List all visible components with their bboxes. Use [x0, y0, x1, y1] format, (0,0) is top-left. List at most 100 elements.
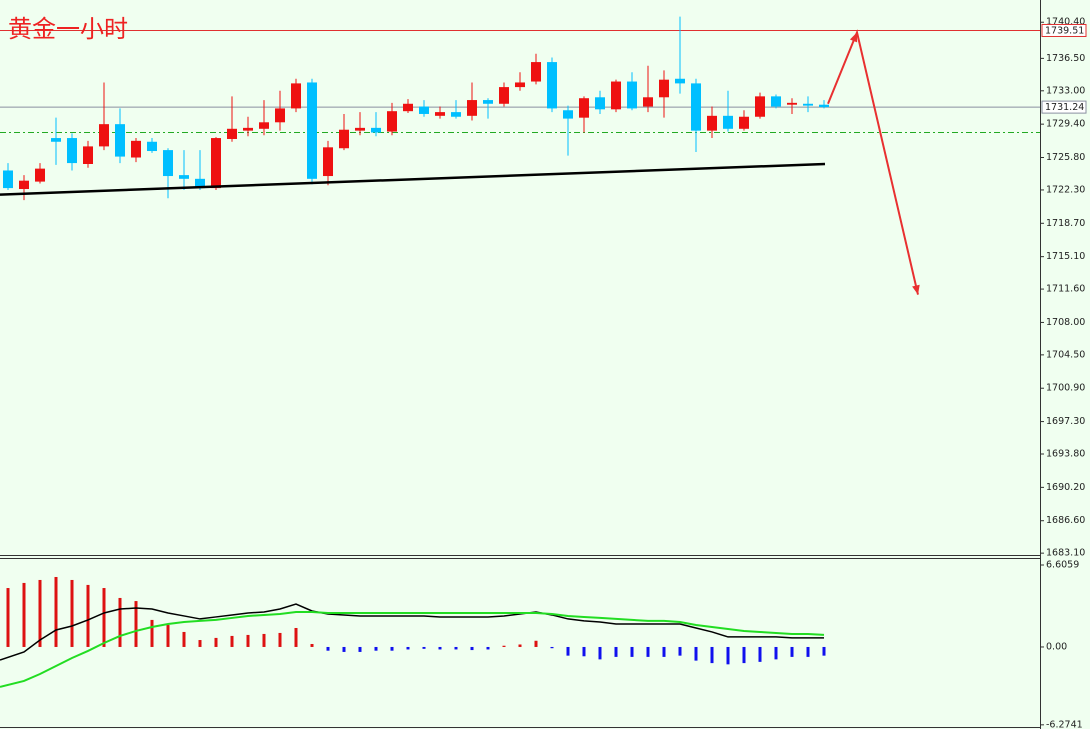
candle-body [291, 83, 301, 109]
y-tick-label: 1722.30 [1046, 184, 1085, 195]
histogram-bar [246, 634, 250, 647]
histogram-bar [326, 646, 330, 651]
candle-body [51, 138, 61, 142]
candle-body [307, 82, 317, 179]
y-tick-label: 1708.00 [1046, 317, 1085, 328]
histogram-bar [166, 625, 170, 647]
histogram-bar [582, 646, 586, 657]
histogram-bar [790, 646, 794, 657]
candle-body [371, 127, 381, 133]
histogram-bar [374, 646, 378, 651]
chart-title: 黄金一小时 [8, 15, 128, 43]
price-label: 1739.51 [1045, 25, 1084, 36]
candle-body [723, 115, 733, 129]
histogram-bar [774, 646, 778, 660]
macd-line [0, 610, 825, 688]
candle-body [419, 106, 429, 114]
histogram-bar [534, 640, 538, 647]
y-tick-label: 0.00 [1046, 641, 1067, 652]
candle-body [515, 82, 525, 88]
histogram-bar [406, 646, 410, 650]
histogram-bar [102, 588, 106, 647]
histogram-bar [38, 579, 42, 647]
candle-body [403, 103, 413, 112]
candle-body [211, 138, 221, 189]
candle-body [739, 116, 749, 129]
y-tick-label: 1729.40 [1046, 119, 1085, 130]
histogram-bar [86, 584, 90, 647]
candle-body [547, 62, 557, 109]
candle-body [179, 175, 189, 179]
y-tick-label: 1740.40 [1046, 17, 1085, 28]
candle-body [819, 104, 829, 108]
histogram-bar [806, 646, 810, 657]
histogram-bar [662, 646, 666, 657]
histogram-bar [230, 635, 234, 647]
y-tick-label: 1693.80 [1046, 449, 1085, 460]
histogram-bar [198, 640, 202, 647]
candle-body [595, 97, 605, 110]
y-tick-label: 1704.50 [1046, 349, 1085, 360]
candle-body [675, 78, 685, 84]
histogram-bar [118, 597, 122, 647]
histogram-bar [134, 601, 138, 647]
y-tick-label: 1715.10 [1046, 251, 1085, 262]
candle-body [483, 100, 493, 104]
histogram-bar [470, 646, 474, 651]
candle-body [355, 127, 365, 131]
y-tick-label: 1697.30 [1046, 416, 1085, 427]
histogram-bar [390, 646, 394, 651]
histogram-bar [342, 646, 346, 652]
histogram-bar [278, 632, 282, 647]
candle-body [771, 96, 781, 107]
candle-body [451, 112, 461, 117]
candle-body [83, 146, 93, 164]
histogram-bar [294, 627, 298, 647]
y-tick-label: 1686.60 [1046, 515, 1085, 526]
candle-body [227, 128, 237, 139]
price-label: 1731.24 [1045, 102, 1084, 113]
histogram-bar [822, 646, 826, 656]
candle-body [627, 81, 637, 109]
candle-body [115, 124, 125, 157]
histogram-bar [598, 646, 602, 660]
arrow-head [912, 284, 920, 295]
histogram-bar [742, 646, 746, 664]
macd-panel: 6.6059 0.00 -6.2741 [0, 559, 1083, 729]
histogram-bar [6, 588, 10, 647]
candle-body [163, 150, 173, 177]
histogram-bar [486, 646, 490, 650]
y-tick-label: 1700.90 [1046, 383, 1085, 394]
candle-body [387, 111, 397, 132]
y-tick-label: 1725.80 [1046, 152, 1085, 163]
histogram-bar [454, 646, 458, 650]
histogram-bar [310, 643, 314, 647]
candle-body [659, 79, 669, 98]
histogram-bar [694, 646, 698, 661]
price-panel: 1740.40 1736.50 1733.00 1729.40 1725.80 1722.… [0, 16, 1087, 559]
y-tick-label: 1718.70 [1046, 218, 1085, 229]
candle-body [499, 87, 509, 104]
histogram-bar [678, 646, 682, 656]
y-tick-label: 6.6059 [1046, 559, 1079, 570]
histogram-bar [710, 646, 714, 664]
candle-body [339, 129, 349, 149]
candle-body [275, 108, 285, 123]
histogram-bar [54, 576, 58, 647]
candle-body [691, 83, 701, 131]
y-tick-label: 1711.60 [1046, 284, 1085, 295]
candle-body [755, 96, 765, 117]
candle-body [243, 127, 253, 131]
histogram-bar [150, 619, 154, 647]
candle-body [531, 62, 541, 82]
histogram-bar [726, 646, 730, 665]
candle-body [67, 138, 77, 164]
histogram-bar [646, 646, 650, 657]
candle-body [3, 170, 13, 189]
candle-body [787, 102, 797, 105]
candle-body [803, 103, 813, 106]
histogram-bar [182, 631, 186, 647]
candle-body [147, 141, 157, 152]
